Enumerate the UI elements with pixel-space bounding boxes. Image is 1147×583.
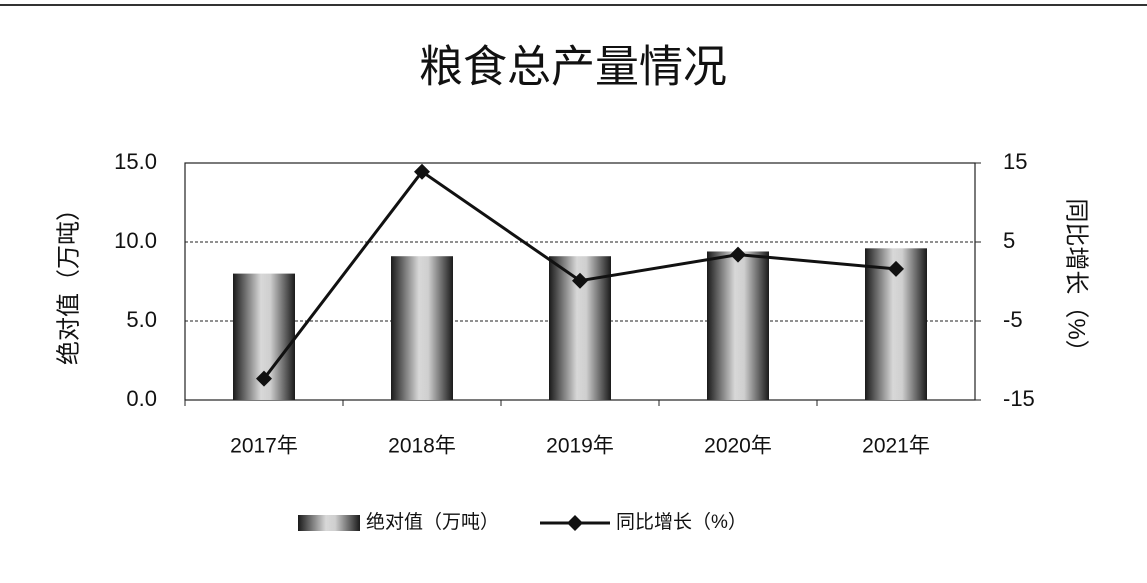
marker [414, 163, 430, 180]
bar [707, 251, 769, 400]
legend-label: 绝对值（万吨） [366, 511, 499, 533]
y-tick-label: 15.0 [114, 149, 157, 174]
y2-tick-label: -15 [1003, 386, 1035, 411]
y2-axis-label: 同比增长（%） [1063, 198, 1090, 363]
x-tick-label: 2019年 [546, 435, 614, 458]
x-tick-label: 2017年 [230, 435, 298, 458]
marker [572, 272, 588, 289]
y-tick-label: 10.0 [114, 228, 157, 253]
x-tick-label: 2020年 [704, 435, 772, 458]
marker [888, 260, 904, 277]
y2-tick-label: 5 [1003, 228, 1015, 253]
legend-swatch [298, 515, 360, 531]
legend-label: 同比增长（%） [616, 511, 747, 533]
y2-tick-label: -5 [1003, 307, 1023, 332]
x-tick-label: 2018年 [388, 435, 456, 458]
legend-marker [567, 515, 583, 531]
x-tick-label: 2021年 [862, 435, 930, 458]
marker [730, 246, 746, 263]
y-tick-label: 0.0 [126, 386, 157, 411]
y-tick-label: 5.0 [126, 307, 157, 332]
marker [256, 370, 272, 387]
bar [391, 256, 453, 400]
chart-title: 粮食总产量情况 [419, 43, 727, 92]
y-axis-label: 绝对值（万吨） [55, 197, 82, 365]
y2-tick-label: 15 [1003, 149, 1027, 174]
